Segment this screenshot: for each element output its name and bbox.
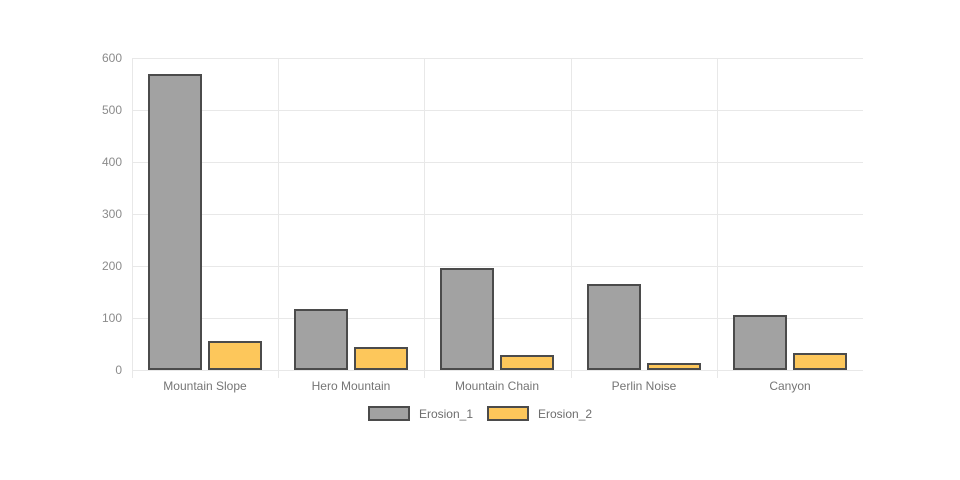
legend-label: Erosion_1	[418, 406, 473, 421]
y-tick-label: 600	[101, 51, 122, 65]
x-category-label: Hero Mountain	[311, 379, 391, 393]
legend-item-erosion_2[interactable]: Erosion_2	[487, 406, 592, 421]
y-tick-label: 200	[101, 259, 122, 273]
gridline-vertical	[717, 58, 718, 378]
gridline-horizontal	[132, 369, 863, 371]
gridline-vertical	[278, 58, 279, 378]
legend-swatch	[367, 406, 410, 421]
bar-erosion_2	[208, 341, 262, 370]
plot-area	[132, 57, 863, 378]
y-tick-label: 0	[115, 363, 122, 377]
y-tick-label: 100	[101, 311, 122, 325]
bar-erosion_1	[587, 284, 641, 370]
gridline-horizontal	[132, 109, 863, 111]
legend-swatch	[487, 406, 529, 421]
gridline-horizontal	[132, 57, 863, 59]
legend-item-erosion_1[interactable]: Erosion_1	[367, 406, 473, 421]
gridline-horizontal	[132, 213, 863, 215]
y-tick-label: 300	[101, 207, 122, 221]
bar-erosion_2	[647, 363, 701, 370]
legend-label: Erosion_2	[538, 406, 593, 421]
bar-erosion_1	[440, 268, 494, 370]
x-category-label: Perlin Noise	[611, 379, 677, 393]
gridline-vertical	[571, 58, 572, 378]
bar-erosion_1	[148, 74, 202, 370]
gridline-horizontal	[132, 317, 863, 319]
y-tick-label: 400	[101, 155, 122, 169]
gridline-horizontal	[132, 161, 863, 163]
x-category-label: Mountain Chain	[454, 379, 540, 393]
gridline-vertical	[132, 58, 133, 378]
x-category-label: Canyon	[769, 379, 811, 393]
x-category-label: Mountain Slope	[163, 379, 247, 393]
gridline-vertical	[424, 58, 425, 378]
y-tick-label: 500	[101, 103, 122, 117]
bar-erosion_1	[294, 309, 348, 370]
bar-erosion_2	[500, 355, 554, 370]
bar-erosion_2	[354, 347, 408, 370]
bar-erosion_2	[793, 353, 847, 370]
legend: Erosion_1 Erosion_2	[0, 406, 960, 421]
gridline-horizontal	[132, 265, 863, 267]
bar-erosion_1	[733, 315, 787, 370]
